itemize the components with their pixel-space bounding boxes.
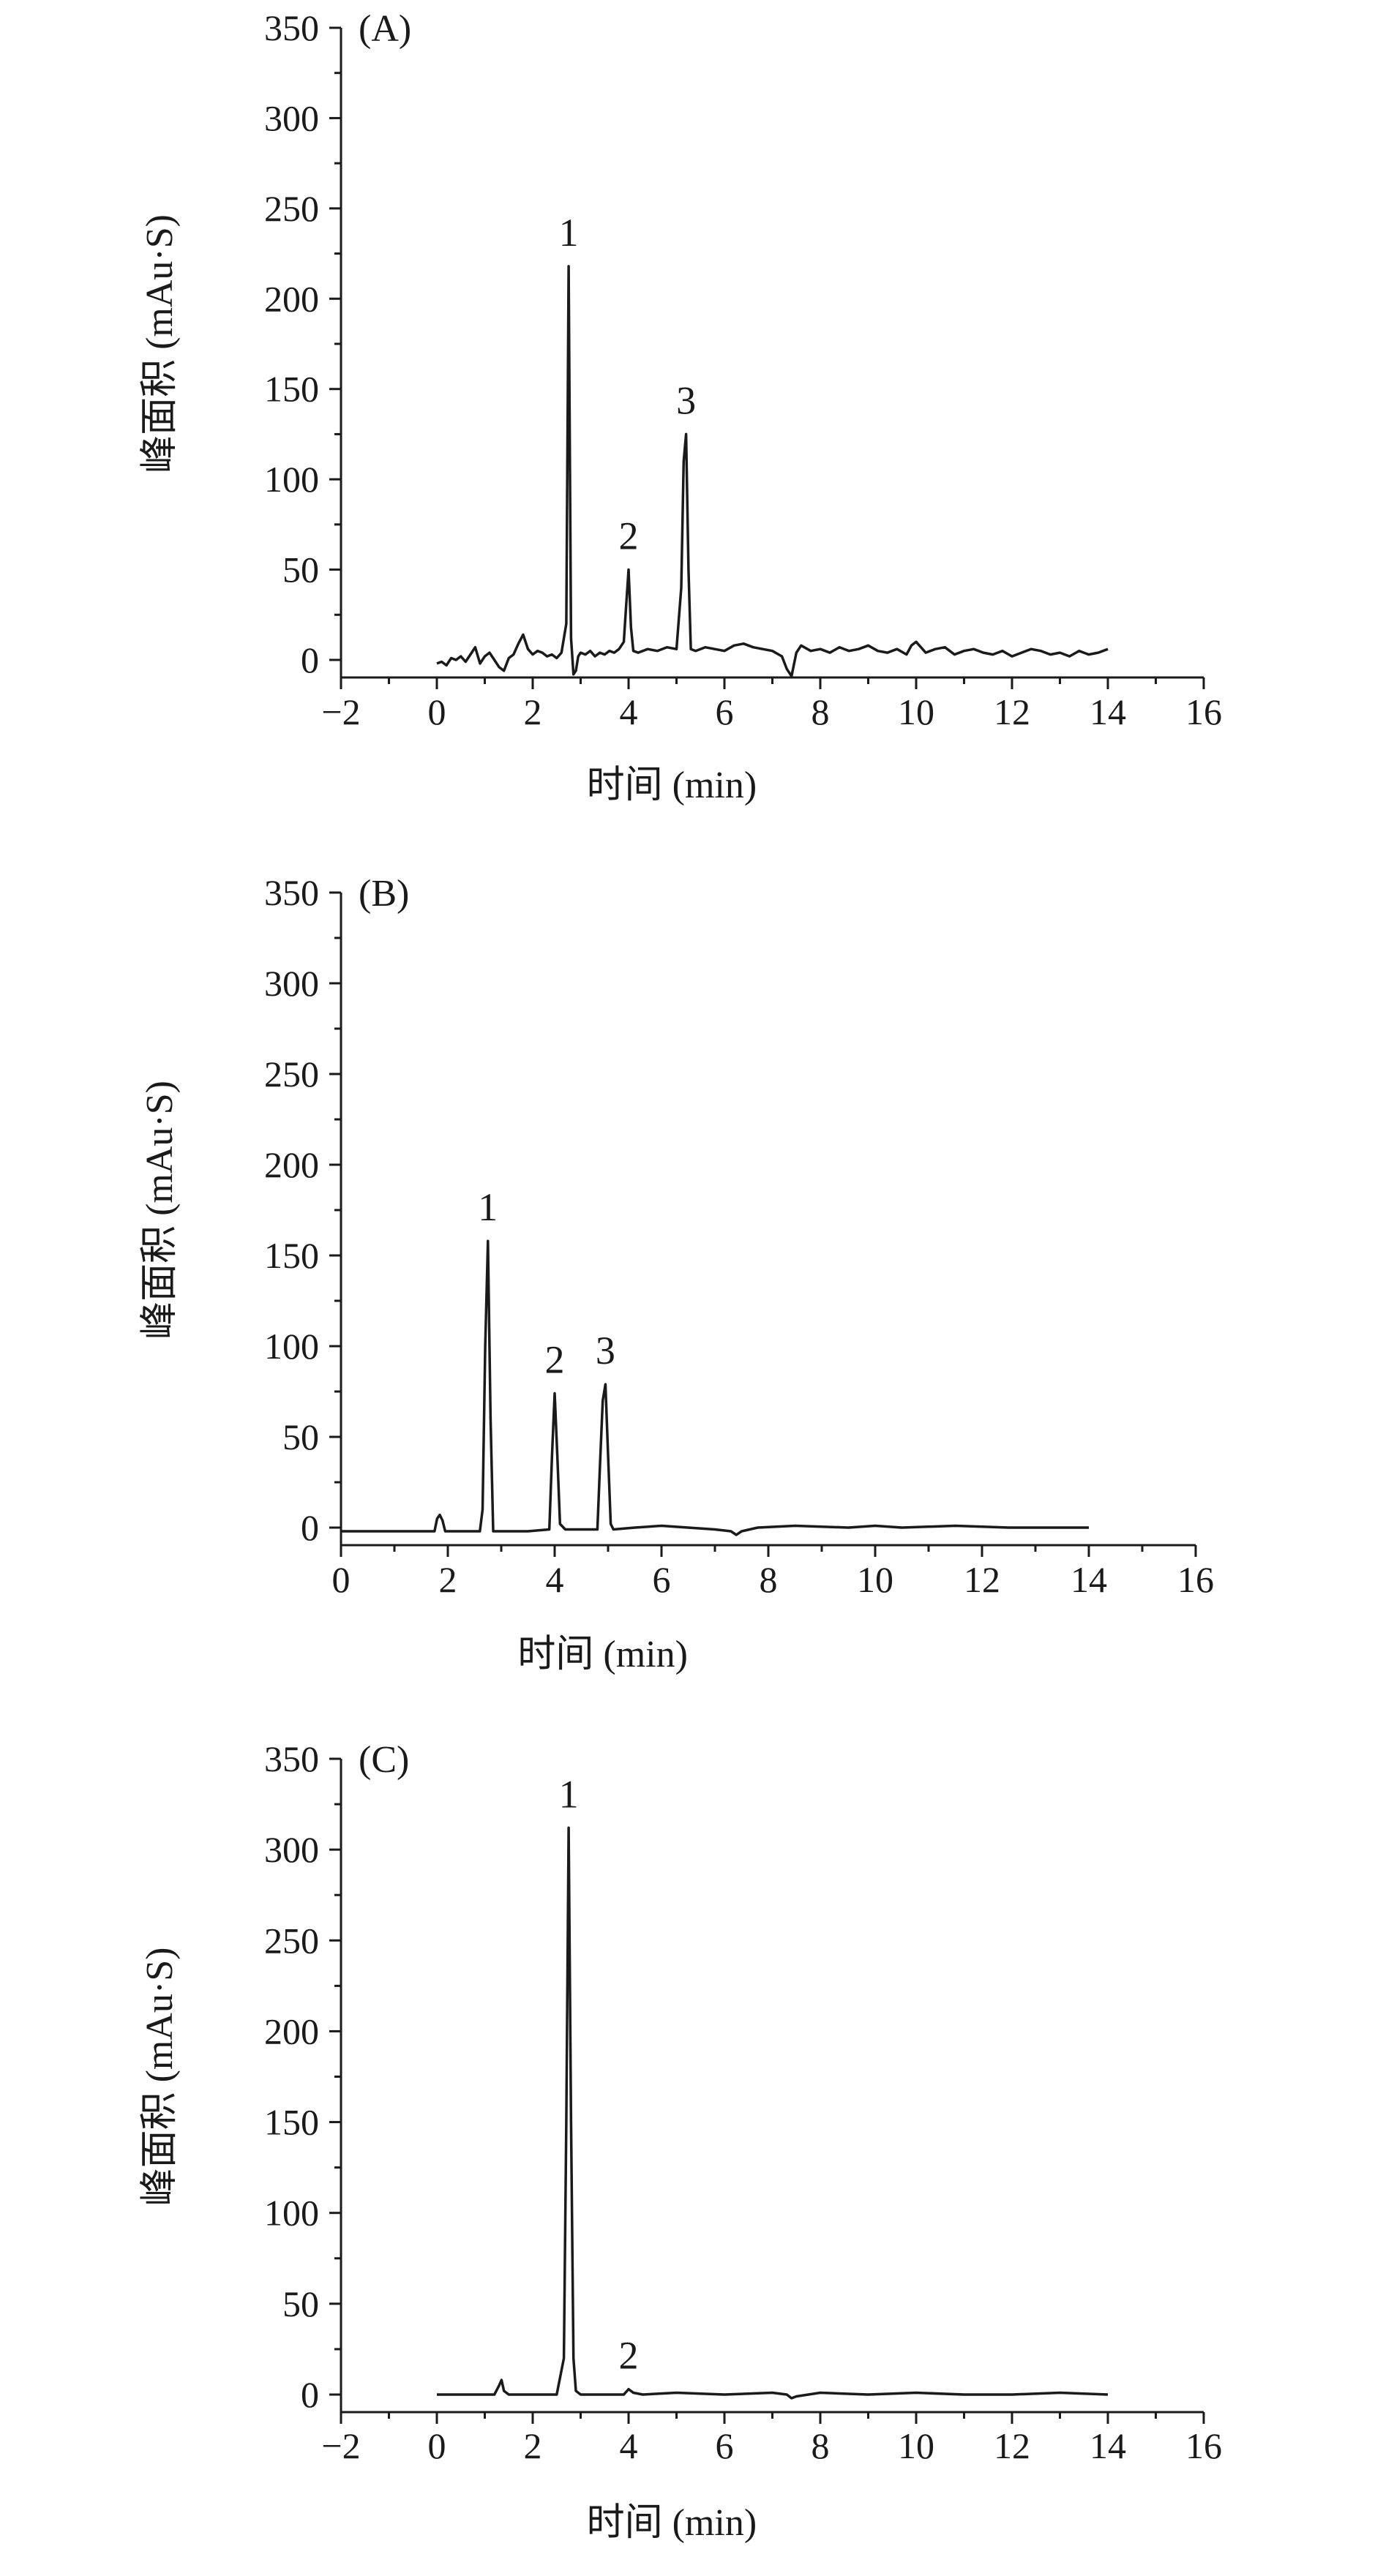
peak-label-1: 1 xyxy=(559,211,579,255)
y-tick-label: 350 xyxy=(264,1738,319,1779)
x-tick-label: 6 xyxy=(716,2425,734,2466)
x-tick-label: 8 xyxy=(812,2425,830,2466)
y-tick-label: 300 xyxy=(264,97,319,138)
y-tick-label: 200 xyxy=(264,2010,319,2051)
y-tick-label: 100 xyxy=(264,1326,319,1367)
x-tick-label: 8 xyxy=(760,1559,778,1600)
x-tick-label: −2 xyxy=(321,2425,360,2466)
x-tick-label: −2 xyxy=(321,691,360,732)
x-tick-label: 4 xyxy=(546,1559,564,1600)
x-tick-label: 8 xyxy=(812,691,830,732)
chromatogram-trace xyxy=(436,265,1109,677)
y-tick-label: 50 xyxy=(282,1416,319,1457)
x-tick-label: 10 xyxy=(898,2425,934,2466)
x-tick-label: 14 xyxy=(1071,1559,1107,1600)
y-tick-label: 50 xyxy=(282,549,319,590)
y-tick-label: 250 xyxy=(264,1920,319,1961)
y-tick-label: 250 xyxy=(264,188,319,229)
x-tick-label: 14 xyxy=(1090,2425,1126,2466)
x-tick-label: 14 xyxy=(1090,691,1126,732)
x-tick-label: 4 xyxy=(620,2425,638,2466)
panel-label: (B) xyxy=(359,873,409,915)
peak-label-2: 2 xyxy=(619,2334,639,2378)
y-tick-label: 350 xyxy=(264,7,319,48)
y-axis-title: 峰面积 (mAu·S) xyxy=(139,1948,181,2207)
y-tick-label: 0 xyxy=(301,2374,319,2415)
y-tick-label: 100 xyxy=(264,2193,319,2234)
x-tick-label: 4 xyxy=(620,691,638,732)
panel-label: (A) xyxy=(359,8,411,50)
y-tick-label: 0 xyxy=(301,639,319,680)
y-tick-label: 100 xyxy=(264,459,319,500)
x-tick-label: 16 xyxy=(1185,691,1222,732)
panel-label: (C) xyxy=(359,1739,409,1781)
x-tick-label: 0 xyxy=(428,691,446,732)
x-axis-title: 时间 (min) xyxy=(587,2502,757,2544)
peak-label-2: 2 xyxy=(619,514,639,558)
x-tick-label: 6 xyxy=(653,1559,671,1600)
x-tick-label: 12 xyxy=(964,1559,1000,1600)
x-tick-label: 2 xyxy=(439,1559,457,1600)
x-tick-label: 0 xyxy=(428,2425,446,2466)
chromatogram-trace xyxy=(341,1239,1089,1536)
x-tick-label: 6 xyxy=(716,691,734,732)
y-tick-label: 300 xyxy=(264,1829,319,1870)
x-tick-label: 12 xyxy=(994,2425,1030,2466)
x-tick-label: 12 xyxy=(994,691,1030,732)
x-tick-label: 16 xyxy=(1177,1559,1214,1600)
y-axis-title: 峰面积 (mAu·S) xyxy=(139,214,181,473)
x-tick-label: 2 xyxy=(524,2425,542,2466)
x-axis-title: 时间 (min) xyxy=(587,765,757,806)
y-tick-label: 150 xyxy=(264,1235,319,1276)
x-tick-label: 0 xyxy=(332,1559,351,1600)
y-axis-title: 峰面积 (mAu·S) xyxy=(139,1081,181,1340)
peak-label-1: 1 xyxy=(478,1185,498,1229)
peak-label-3: 3 xyxy=(676,378,696,422)
peak-label-1: 1 xyxy=(559,1772,579,1816)
x-tick-label: 2 xyxy=(524,691,542,732)
x-axis-title: 时间 (min) xyxy=(517,1634,688,1675)
x-tick-label: 10 xyxy=(857,1559,893,1600)
chromatogram-trace xyxy=(437,1826,1109,2400)
y-tick-label: 200 xyxy=(264,278,319,319)
y-tick-label: 350 xyxy=(264,872,319,913)
y-tick-label: 300 xyxy=(264,963,319,1004)
y-tick-label: 150 xyxy=(264,2102,319,2143)
y-tick-label: 0 xyxy=(301,1507,319,1548)
y-tick-label: 200 xyxy=(264,1144,319,1185)
x-tick-label: 16 xyxy=(1185,2425,1222,2466)
y-tick-label: 250 xyxy=(264,1054,319,1094)
x-tick-label: 10 xyxy=(898,691,934,732)
peak-label-3: 3 xyxy=(596,1329,615,1373)
y-tick-label: 150 xyxy=(264,369,319,410)
y-tick-label: 50 xyxy=(282,2283,319,2324)
peak-label-2: 2 xyxy=(545,1337,565,1381)
